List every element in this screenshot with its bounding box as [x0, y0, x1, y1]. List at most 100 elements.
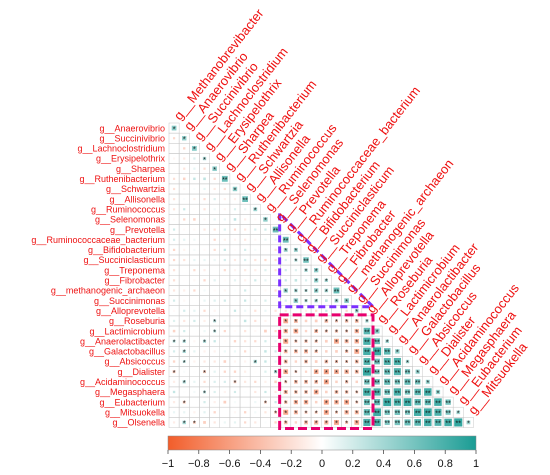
cell-square: [213, 390, 216, 394]
cell-square: [314, 400, 318, 404]
significance-star: *: [295, 350, 298, 357]
significance-star: *: [295, 258, 298, 265]
significance-star: *: [345, 411, 348, 418]
row-label: g__Sharpea: [116, 164, 165, 174]
significance-star: *: [173, 126, 176, 133]
cell-square: [344, 390, 349, 394]
significance-star: **: [395, 360, 401, 367]
heatmap-cell: [239, 244, 251, 256]
cell-square: [363, 399, 370, 406]
heatmap-cell: [178, 305, 190, 317]
heatmap-cell: [168, 386, 180, 398]
heatmap-cell: [219, 356, 231, 367]
heatmap-cell: [209, 386, 221, 398]
cell-square: [182, 339, 186, 343]
significance-star: *: [295, 400, 298, 407]
heatmap-cell: [209, 335, 221, 347]
cell-square: [272, 226, 279, 233]
significance-star: **: [415, 411, 421, 418]
significance-star: **: [374, 340, 380, 347]
heatmap-cell: [189, 335, 200, 347]
significance-star: *: [457, 411, 460, 418]
heatmap-cell: [189, 295, 200, 306]
cell-square: [274, 299, 277, 302]
cell-square: [203, 380, 206, 383]
cell-square: [254, 340, 257, 343]
cell-square: [344, 319, 349, 323]
cell-square: [203, 360, 206, 363]
cell-square: [414, 419, 421, 426]
cell-square: [294, 421, 298, 424]
cell-square: [223, 228, 226, 231]
cell-square: [233, 411, 237, 414]
row-label: g__Lactimicrobium: [89, 326, 165, 336]
heatmap-cell: [168, 356, 180, 367]
significance-star: *: [355, 411, 358, 418]
cell-square: [324, 420, 329, 425]
heatmap-cell: [239, 305, 251, 317]
cell-square: [193, 248, 196, 251]
highlight-boxes: [278, 209, 377, 431]
cell-square: [182, 349, 186, 354]
heatmap-cell: [168, 234, 180, 246]
cell-square: [363, 358, 371, 365]
cell-square: [434, 418, 442, 426]
cell-square: [264, 400, 267, 404]
significance-star: *: [284, 289, 287, 296]
colorbar-tick-label: 0: [319, 458, 325, 470]
significance-star: *: [355, 370, 358, 377]
cell-square: [274, 340, 277, 343]
significance-star: **: [374, 360, 380, 367]
significance-star: *: [345, 340, 348, 347]
cell-square: [223, 289, 226, 292]
cell-square: [394, 379, 401, 385]
heatmap-cell: [209, 234, 221, 246]
significance-star: *: [295, 380, 298, 387]
cell-square: [264, 269, 267, 272]
heatmap-cell: [260, 335, 271, 347]
heatmap-cell: [209, 183, 221, 195]
cell-square: [213, 309, 216, 312]
heatmap-cell: [199, 224, 210, 235]
cell-square: [213, 248, 216, 251]
cell-square: [264, 248, 267, 251]
cell-square: [254, 238, 257, 241]
significance-star: *: [355, 421, 358, 428]
cell-square: [203, 177, 206, 181]
cell-square: [404, 389, 411, 395]
cell-square: [454, 418, 463, 427]
cell-square: [172, 147, 176, 150]
cell-square: [193, 411, 196, 414]
significance-star: **: [384, 400, 390, 407]
row-label: g__Roseburia: [109, 316, 165, 326]
cell-square: [373, 398, 381, 406]
significance-star: *: [386, 340, 389, 347]
cell-square: [242, 196, 248, 202]
heatmap-cell: [351, 376, 363, 388]
significance-star: *: [315, 350, 318, 357]
colorbar-tick-label: 1: [473, 458, 479, 470]
significance-star: *: [284, 390, 287, 397]
cell-square: [435, 389, 441, 395]
significance-star: *: [315, 421, 318, 428]
heatmap-cell: [189, 163, 200, 175]
cell-square: [192, 421, 196, 424]
heatmap-cell: [239, 254, 251, 266]
cell-square: [293, 298, 299, 303]
significance-star: **: [374, 421, 380, 428]
cell-square: [314, 349, 318, 354]
cell-square: [264, 309, 267, 312]
heatmap-cell: [249, 285, 261, 296]
cell-square: [354, 410, 359, 415]
significance-star: *: [284, 350, 287, 357]
heatmap-cell: [189, 153, 200, 164]
cell-square: [264, 279, 267, 282]
cell-square: [183, 187, 186, 191]
heatmap-cell: [229, 325, 241, 337]
heatmap-cell: [219, 295, 231, 306]
heatmap-cell: [199, 305, 210, 317]
cell-square: [325, 299, 328, 302]
cell-square: [264, 421, 267, 424]
cell-square: [393, 357, 401, 366]
cell-square: [344, 369, 349, 374]
